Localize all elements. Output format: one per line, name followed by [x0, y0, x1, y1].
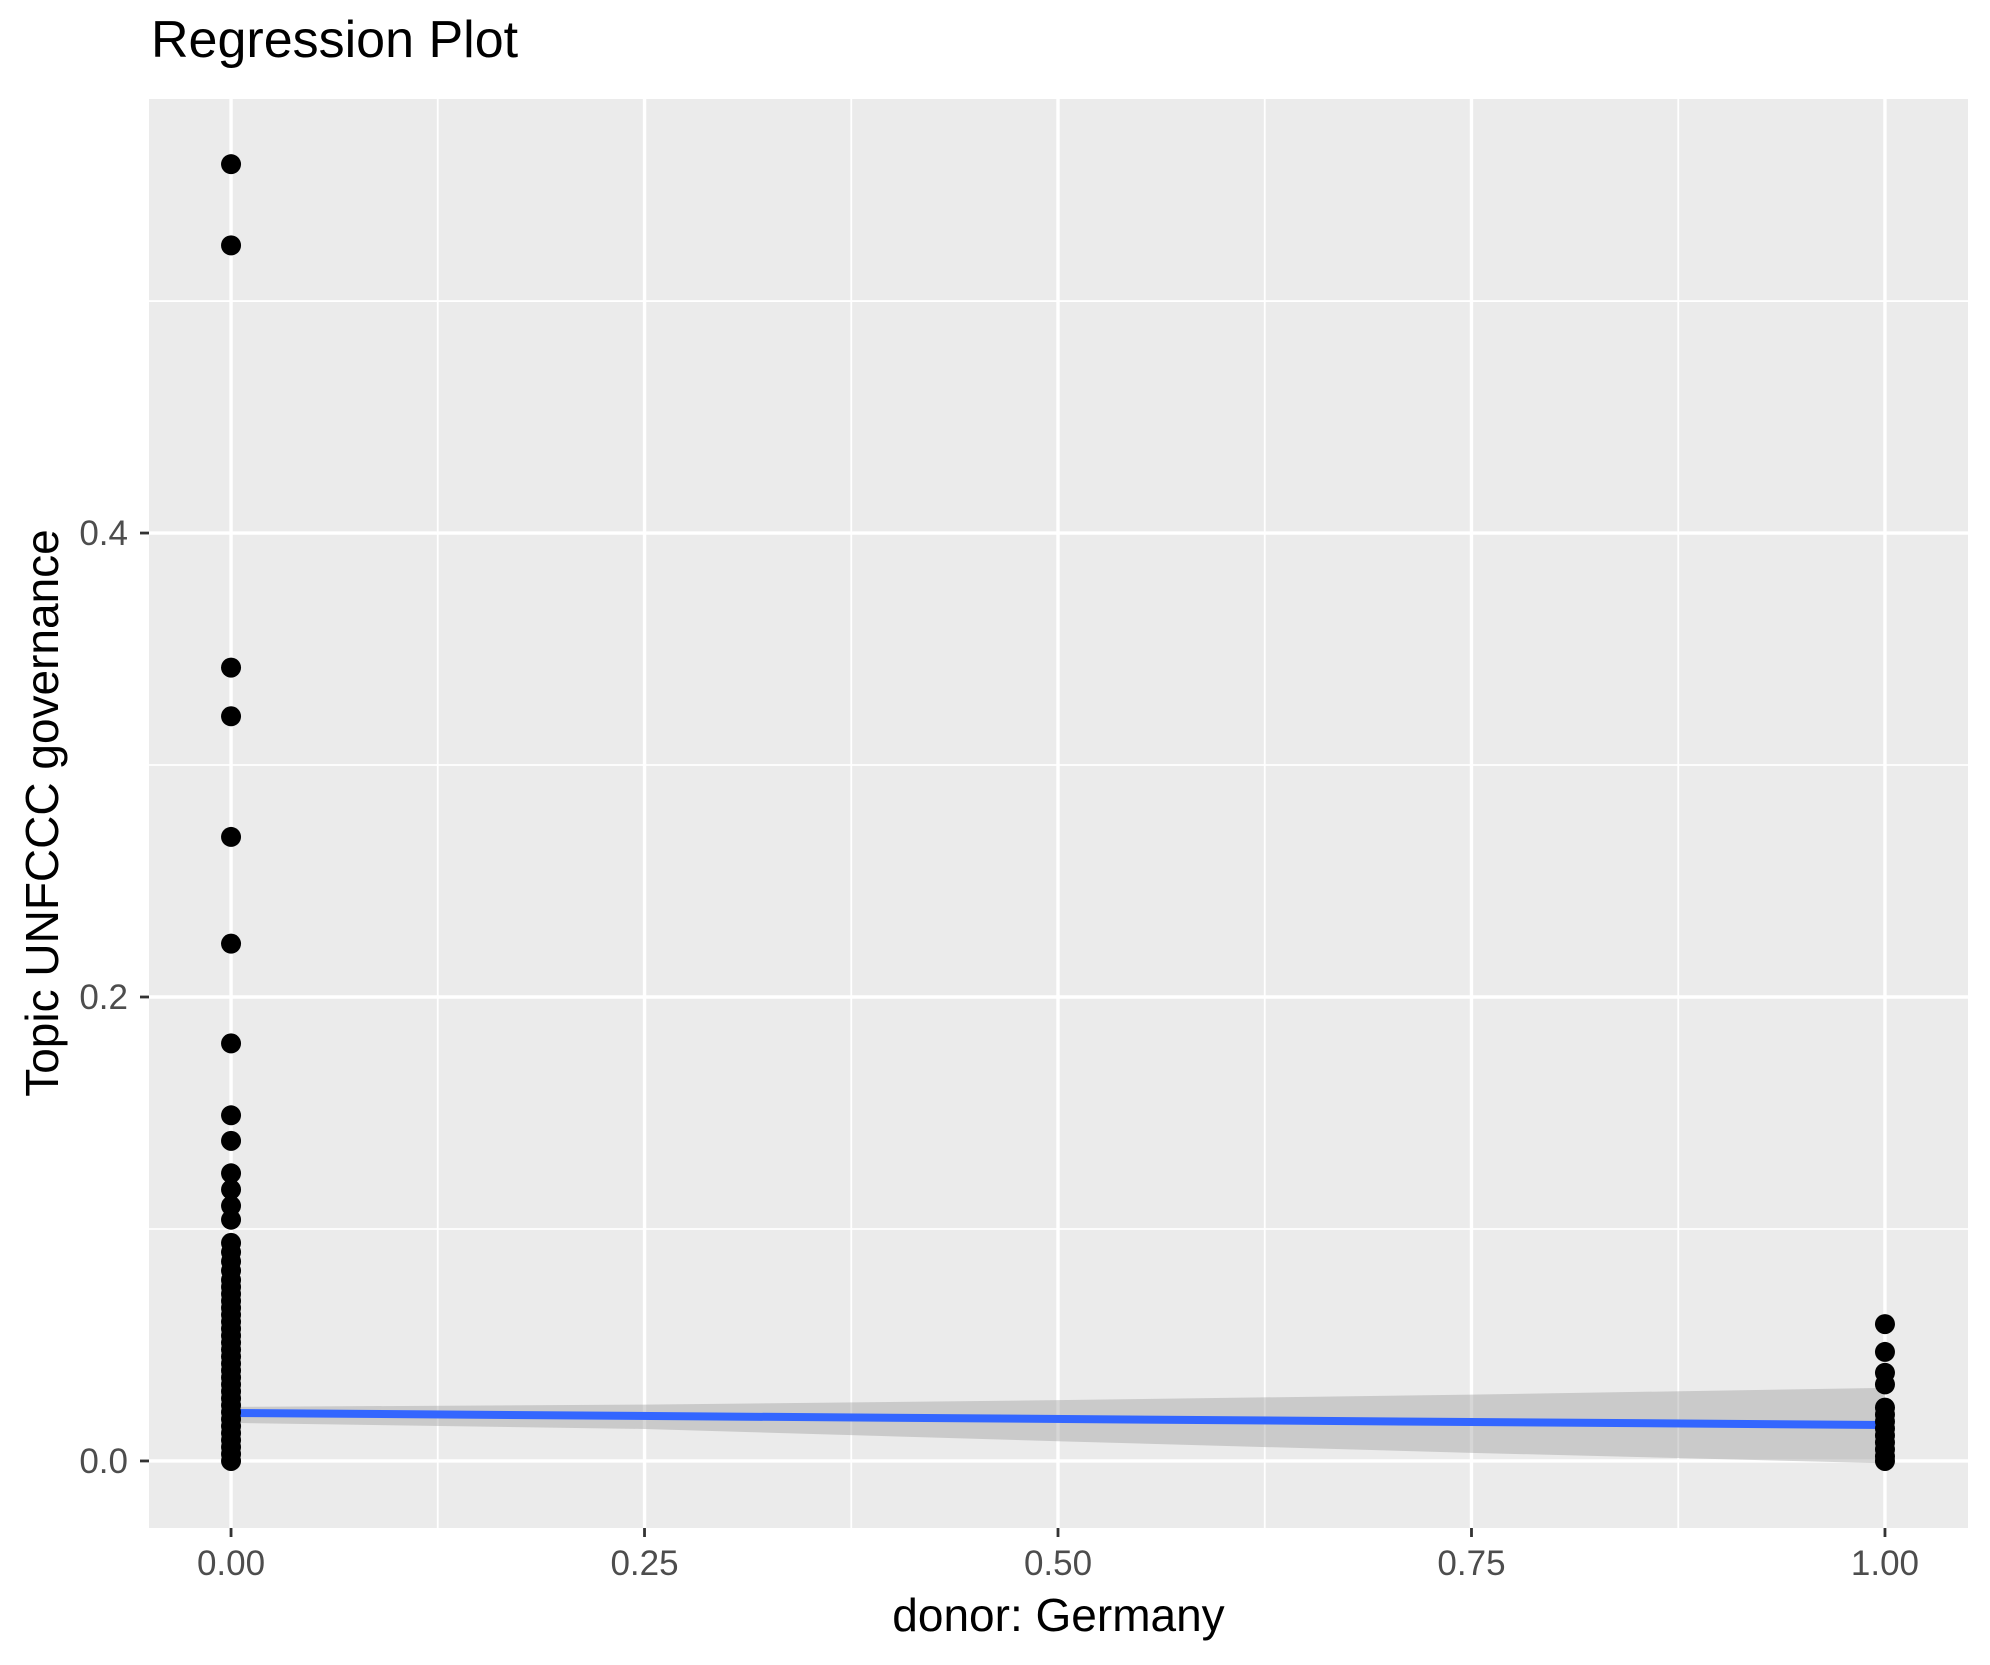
x-axis-tick-label: 0.25: [610, 1544, 678, 1583]
data-point: [221, 657, 242, 678]
data-point: [221, 826, 242, 847]
chart-title: Regression Plot: [151, 11, 519, 69]
data-point: [221, 933, 242, 954]
y-axis-tick-label: 0.4: [79, 514, 128, 553]
data-point: [1874, 1450, 1895, 1471]
confidence-band: [231, 1387, 1885, 1464]
data-point: [221, 1163, 242, 1184]
data-point: [221, 1450, 242, 1471]
data-point: [1874, 1374, 1895, 1395]
data-point: [1874, 1314, 1895, 1335]
x-axis-tick-label: 1.00: [1851, 1544, 1919, 1583]
regression-line: [231, 1408, 1886, 1430]
y-axis-tick-label: 0.0: [79, 1442, 128, 1481]
data-point: [221, 235, 242, 256]
data-point: [221, 1195, 242, 1216]
data-point: [221, 1033, 242, 1054]
data-point: [221, 1105, 242, 1126]
y-axis-tick-label: 0.2: [79, 978, 128, 1017]
x-axis-tick-label: 0.00: [197, 1544, 265, 1583]
x-axis-tick-label: 0.75: [1437, 1544, 1505, 1583]
data-point: [221, 154, 242, 175]
data-point: [221, 1209, 242, 1230]
data-point: [221, 1130, 242, 1151]
y-axis-title: Topic UNFCCC governance: [16, 529, 68, 1097]
data-point: [1874, 1341, 1895, 1362]
x-axis-title: donor: Germany: [892, 1589, 1225, 1641]
data-point: [221, 1179, 242, 1200]
x-axis-tick-label: 0.50: [1024, 1544, 1092, 1583]
data-point: [221, 706, 242, 727]
